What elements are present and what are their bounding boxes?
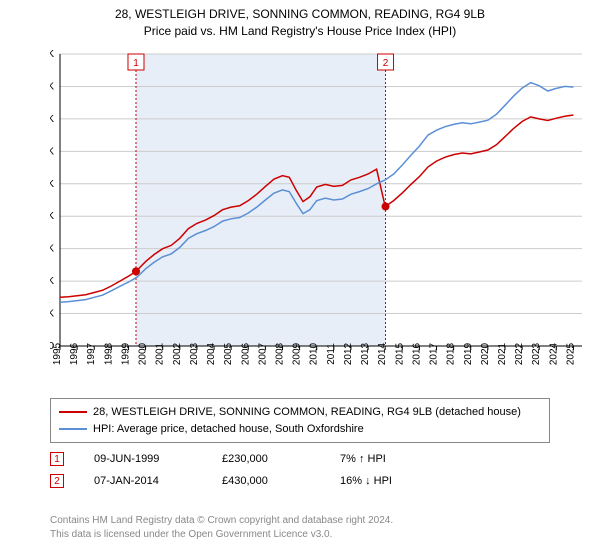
svg-text:£400K: £400K <box>50 211 54 222</box>
svg-text:2007: 2007 <box>257 342 268 365</box>
svg-text:1998: 1998 <box>103 342 114 365</box>
svg-text:2024: 2024 <box>548 342 559 365</box>
title-line-1: 28, WESTLEIGH DRIVE, SONNING COMMON, REA… <box>0 6 600 23</box>
sales-table: 1 09-JUN-1999 £230,000 7% ↑ HPI 2 07-JAN… <box>50 448 550 492</box>
svg-text:2012: 2012 <box>343 342 354 365</box>
svg-text:2022: 2022 <box>514 342 525 365</box>
title-block: 28, WESTLEIGH DRIVE, SONNING COMMON, REA… <box>0 0 600 40</box>
svg-text:2023: 2023 <box>531 342 542 365</box>
svg-text:2005: 2005 <box>223 342 234 365</box>
sales-row-1: 1 09-JUN-1999 £230,000 7% ↑ HPI <box>50 448 550 470</box>
legend-swatch-property <box>59 411 87 413</box>
legend-label-hpi: HPI: Average price, detached house, Sout… <box>93 421 364 438</box>
sales-price-2: £430,000 <box>222 475 310 487</box>
svg-text:£700K: £700K <box>50 114 54 125</box>
title-line-2: Price paid vs. HM Land Registry's House … <box>0 23 600 40</box>
sales-badge-2: 2 <box>50 474 64 488</box>
svg-text:2009: 2009 <box>292 342 303 365</box>
svg-text:2003: 2003 <box>189 342 200 365</box>
sales-diff-2: 16% ↓ HPI <box>340 475 450 487</box>
svg-text:1: 1 <box>133 58 139 69</box>
sales-date-2: 07-JAN-2014 <box>94 475 192 487</box>
svg-text:1997: 1997 <box>86 342 97 365</box>
svg-text:2000: 2000 <box>138 342 149 365</box>
chart-area: £0£100K£200K£300K£400K£500K£600K£700K£80… <box>50 46 590 386</box>
svg-text:2016: 2016 <box>411 342 422 365</box>
svg-text:£600K: £600K <box>50 146 54 157</box>
svg-text:2010: 2010 <box>309 342 320 365</box>
svg-text:2019: 2019 <box>463 342 474 365</box>
svg-text:2021: 2021 <box>497 342 508 365</box>
svg-text:2008: 2008 <box>274 342 285 365</box>
svg-text:2: 2 <box>383 58 389 69</box>
svg-text:2020: 2020 <box>480 342 491 365</box>
footer: Contains HM Land Registry data © Crown c… <box>50 514 393 542</box>
svg-text:2015: 2015 <box>394 342 405 365</box>
legend-label-property: 28, WESTLEIGH DRIVE, SONNING COMMON, REA… <box>93 404 521 421</box>
legend-item-hpi: HPI: Average price, detached house, Sout… <box>59 421 541 438</box>
svg-text:£300K: £300K <box>50 244 54 255</box>
svg-text:£800K: £800K <box>50 81 54 92</box>
legend: 28, WESTLEIGH DRIVE, SONNING COMMON, REA… <box>50 398 550 443</box>
svg-text:2006: 2006 <box>240 342 251 365</box>
svg-text:1999: 1999 <box>120 342 131 365</box>
sales-row-2: 2 07-JAN-2014 £430,000 16% ↓ HPI <box>50 470 550 492</box>
svg-text:1996: 1996 <box>69 342 80 365</box>
sales-badge-1: 1 <box>50 452 64 466</box>
sales-price-1: £230,000 <box>222 453 310 465</box>
svg-text:2025: 2025 <box>565 342 576 365</box>
legend-swatch-hpi <box>59 428 87 430</box>
footer-line-2: This data is licensed under the Open Gov… <box>50 528 393 542</box>
sales-diff-1: 7% ↑ HPI <box>340 453 450 465</box>
svg-text:2014: 2014 <box>377 342 388 365</box>
svg-text:2002: 2002 <box>172 342 183 365</box>
svg-text:2001: 2001 <box>155 342 166 365</box>
svg-text:£900K: £900K <box>50 49 54 60</box>
sales-date-1: 09-JUN-1999 <box>94 453 192 465</box>
svg-text:2017: 2017 <box>429 342 440 365</box>
svg-text:£100K: £100K <box>50 309 54 320</box>
footer-line-1: Contains HM Land Registry data © Crown c… <box>50 514 393 528</box>
svg-text:2013: 2013 <box>360 342 371 365</box>
legend-item-property: 28, WESTLEIGH DRIVE, SONNING COMMON, REA… <box>59 404 541 421</box>
line-chart: £0£100K£200K£300K£400K£500K£600K£700K£80… <box>50 46 590 386</box>
svg-text:2011: 2011 <box>326 343 337 365</box>
svg-text:2004: 2004 <box>206 342 217 365</box>
svg-text:£200K: £200K <box>50 276 54 287</box>
svg-text:£500K: £500K <box>50 179 54 190</box>
svg-text:2018: 2018 <box>446 342 457 365</box>
svg-text:1995: 1995 <box>52 342 63 365</box>
